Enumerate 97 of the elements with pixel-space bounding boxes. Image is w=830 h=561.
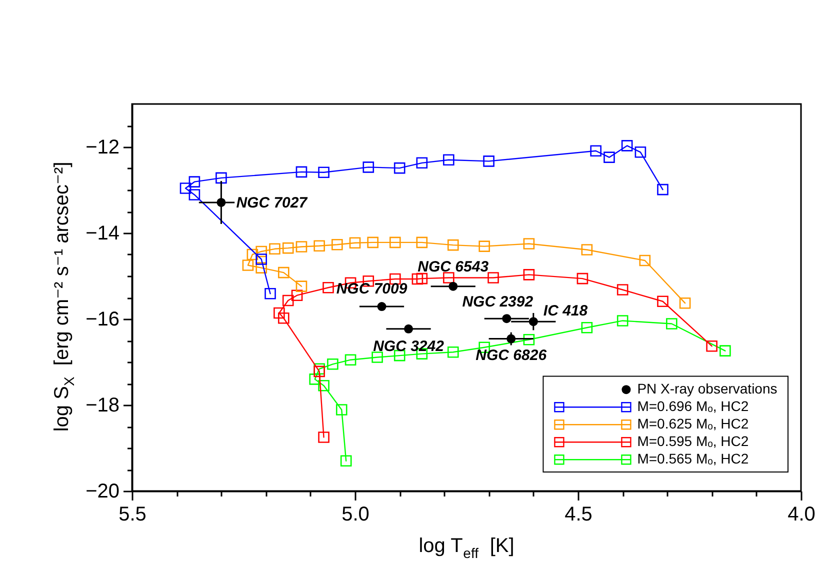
point [502, 314, 512, 324]
point [180, 182, 192, 194]
point [188, 176, 200, 188]
point [318, 380, 330, 392]
legend-label: M=0.625 Mₒ, HC2 [637, 416, 749, 432]
point [528, 317, 538, 326]
annotation: NGC 6543 [418, 258, 490, 276]
point [291, 290, 303, 301]
point [706, 340, 718, 352]
point [314, 366, 325, 378]
point [349, 237, 361, 249]
point [322, 282, 334, 294]
point [336, 404, 348, 416]
point [443, 154, 454, 166]
point [389, 236, 401, 248]
point [216, 198, 226, 207]
point [377, 302, 386, 312]
y-axis-title: log SX [erg cm⁻² s⁻¹ arcsec⁻²] [51, 162, 77, 432]
y-tick-label: −14 [86, 222, 120, 244]
point [309, 374, 321, 385]
annotation: NGC 7009 [336, 280, 408, 298]
point [447, 346, 459, 358]
point [412, 273, 424, 285]
point [581, 244, 593, 256]
point [296, 280, 308, 292]
annotation: NGC 2392 [462, 294, 534, 311]
point [282, 242, 294, 254]
point [372, 352, 383, 363]
point [314, 240, 325, 252]
point [576, 272, 588, 284]
point [616, 315, 628, 326]
point [362, 162, 374, 173]
point [621, 140, 633, 152]
point [488, 272, 499, 284]
point [296, 166, 308, 178]
legend-label: PN X-ray observations [637, 380, 778, 397]
y-tick-label: −12 [86, 136, 120, 158]
y-tick-label: −16 [86, 308, 120, 330]
point [344, 354, 356, 366]
point [340, 455, 352, 467]
point [278, 266, 290, 278]
point [216, 172, 227, 184]
point [416, 157, 428, 169]
point [318, 166, 330, 178]
legend-label: M=0.565 Mₒ, HC2 [637, 450, 749, 467]
point [448, 282, 458, 291]
point [274, 307, 285, 319]
point [269, 243, 280, 255]
point [506, 334, 516, 344]
point [523, 269, 535, 280]
annotation: IC 418 [543, 302, 588, 320]
point [256, 246, 267, 258]
annotation: NGC 6826 [476, 346, 548, 364]
x-tick-label: 5.5 [118, 504, 146, 526]
legend-label: M=0.595 Mₒ, HC2 [637, 433, 749, 450]
annotation: NGC 7027 [236, 194, 308, 212]
point [590, 145, 602, 157]
point [416, 272, 428, 284]
point [278, 312, 290, 324]
point [282, 294, 294, 306]
x-tick-label: 5.0 [342, 504, 370, 526]
point [256, 254, 267, 265]
point [523, 238, 535, 250]
point [657, 296, 668, 308]
point [581, 322, 593, 334]
point [416, 236, 428, 248]
point [657, 184, 668, 196]
point [478, 240, 490, 252]
point [523, 334, 535, 346]
y-tick-label: −18 [86, 394, 120, 416]
y-tick-label: −20 [86, 480, 120, 502]
point [666, 318, 678, 330]
point [264, 288, 276, 300]
point [327, 358, 338, 370]
point [604, 152, 615, 163]
x-tick-label: 4.5 [564, 504, 592, 526]
legend-label: M=0.696 Mₒ, HC2 [637, 398, 749, 414]
point [256, 262, 267, 274]
point [447, 239, 459, 251]
point [679, 297, 691, 309]
point [394, 162, 406, 174]
x-tick-label: 4.0 [788, 504, 816, 526]
point [246, 248, 258, 260]
point [188, 189, 200, 200]
point [634, 146, 646, 158]
point [616, 284, 628, 296]
point [367, 236, 378, 248]
point [404, 324, 414, 334]
point [483, 156, 494, 167]
point [720, 345, 731, 356]
annotation: NGC 3242 [373, 338, 445, 355]
point [443, 272, 454, 284]
point [296, 241, 308, 252]
point [332, 238, 343, 250]
point [242, 260, 254, 271]
point [318, 432, 330, 443]
point [639, 254, 651, 266]
